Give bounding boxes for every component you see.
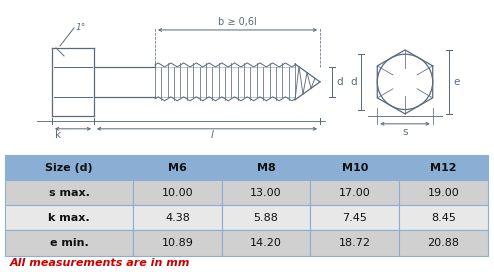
- FancyBboxPatch shape: [133, 230, 222, 256]
- Text: 17.00: 17.00: [339, 188, 370, 198]
- FancyBboxPatch shape: [222, 205, 310, 230]
- Text: 19.00: 19.00: [427, 188, 459, 198]
- FancyBboxPatch shape: [222, 230, 310, 256]
- Text: 14.20: 14.20: [250, 238, 282, 248]
- FancyBboxPatch shape: [310, 205, 399, 230]
- Text: b ≥ 0,6l: b ≥ 0,6l: [218, 17, 257, 27]
- FancyBboxPatch shape: [222, 155, 310, 180]
- FancyBboxPatch shape: [310, 155, 399, 180]
- Text: 7.45: 7.45: [342, 213, 367, 223]
- Text: e: e: [453, 77, 459, 87]
- FancyBboxPatch shape: [133, 180, 222, 205]
- Text: l: l: [210, 130, 213, 140]
- Text: 10.00: 10.00: [162, 188, 193, 198]
- Text: 8.45: 8.45: [431, 213, 456, 223]
- Text: 18.72: 18.72: [339, 238, 370, 248]
- FancyBboxPatch shape: [399, 230, 488, 256]
- Text: 13.00: 13.00: [250, 188, 282, 198]
- FancyBboxPatch shape: [310, 230, 399, 256]
- Text: Size (d): Size (d): [45, 163, 93, 173]
- Text: 20.88: 20.88: [427, 238, 459, 248]
- FancyBboxPatch shape: [399, 205, 488, 230]
- Text: s max.: s max.: [48, 188, 89, 198]
- Text: 1°: 1°: [76, 23, 86, 32]
- FancyBboxPatch shape: [310, 180, 399, 205]
- Text: k max.: k max.: [48, 213, 90, 223]
- Text: e min.: e min.: [50, 238, 88, 248]
- Text: d: d: [350, 77, 357, 87]
- Text: All measurements are in mm: All measurements are in mm: [10, 258, 190, 268]
- Text: M10: M10: [341, 163, 368, 173]
- FancyBboxPatch shape: [133, 155, 222, 180]
- FancyBboxPatch shape: [399, 155, 488, 180]
- FancyBboxPatch shape: [133, 205, 222, 230]
- FancyBboxPatch shape: [5, 155, 133, 180]
- Text: s: s: [402, 127, 408, 137]
- FancyBboxPatch shape: [5, 205, 133, 230]
- Text: M8: M8: [257, 163, 276, 173]
- FancyBboxPatch shape: [5, 230, 133, 256]
- Text: 10.89: 10.89: [162, 238, 194, 248]
- FancyBboxPatch shape: [399, 180, 488, 205]
- FancyBboxPatch shape: [5, 180, 133, 205]
- FancyBboxPatch shape: [222, 180, 310, 205]
- Text: M6: M6: [168, 163, 187, 173]
- Text: k: k: [55, 130, 61, 140]
- Text: M12: M12: [430, 163, 456, 173]
- Text: 4.38: 4.38: [165, 213, 190, 223]
- Text: d: d: [336, 77, 343, 87]
- Text: 5.88: 5.88: [254, 213, 279, 223]
